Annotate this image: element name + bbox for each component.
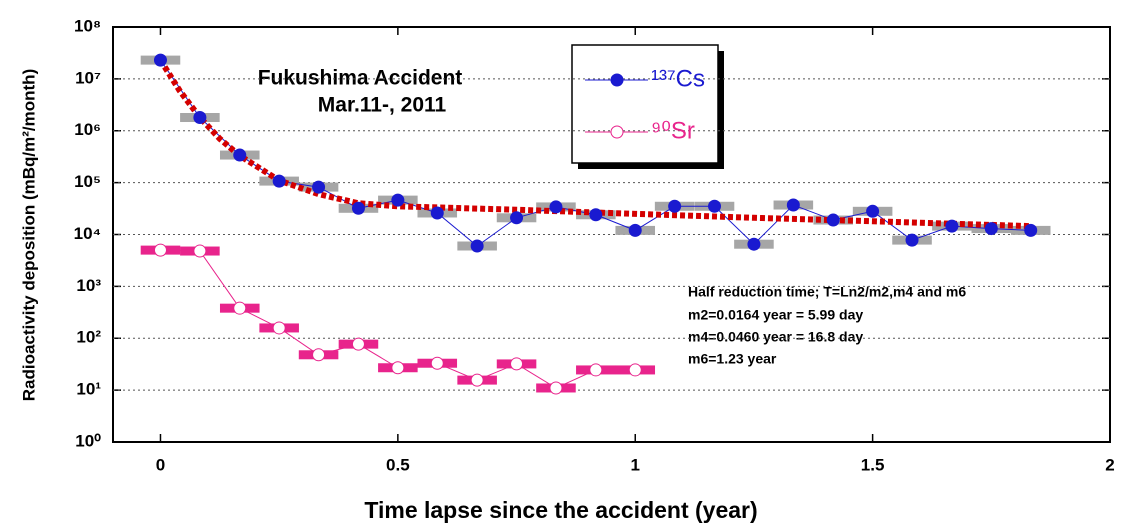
data-point <box>470 239 484 253</box>
data-point <box>510 211 524 225</box>
chart-title: Mar.11-, 2011 <box>318 94 447 117</box>
y-tick-label: 10⁴ <box>74 224 101 243</box>
x-tick-label: 0 <box>156 455 165 474</box>
annotation: m2=0.0164 year = 5.99 day <box>688 307 863 323</box>
data-point <box>549 200 563 214</box>
data-point <box>351 201 365 215</box>
y-tick-label: 10² <box>76 328 101 347</box>
data-point <box>391 193 405 207</box>
y-tick-label: 10⁰ <box>75 431 101 450</box>
data-point <box>193 244 207 258</box>
annotation: Half reduction time; T=Ln2/m2,m4 and m6 <box>688 284 966 300</box>
data-point <box>312 180 326 194</box>
data-point <box>470 373 484 387</box>
legend-marker <box>610 125 624 139</box>
data-point <box>351 337 365 351</box>
x-tick-label: 0.5 <box>386 455 410 474</box>
y-tick-label: 10³ <box>76 276 101 295</box>
data-point <box>708 199 722 213</box>
data-point <box>589 363 603 377</box>
legend-marker <box>610 73 624 87</box>
y-tick-label: 10⁷ <box>75 68 101 87</box>
data-point <box>628 223 642 237</box>
data-point <box>510 357 524 371</box>
chart-title: Fukushima Accident <box>258 67 463 90</box>
annotation: m6=1.23 year <box>688 351 777 367</box>
data-point <box>628 363 642 377</box>
data-point <box>668 199 682 213</box>
data-point <box>1024 223 1038 237</box>
y-axis-label: Radioactivity deposition (mBq/m²/month) <box>19 69 38 401</box>
data-point <box>747 237 761 251</box>
x-tick-label: 1.5 <box>861 455 885 474</box>
data-point <box>193 111 207 125</box>
y-tick-label: 10⁵ <box>74 172 101 191</box>
data-point <box>549 381 563 395</box>
data-point <box>153 53 167 67</box>
data-point <box>945 219 959 233</box>
y-tick-label: 10⁶ <box>74 120 101 139</box>
legend <box>571 44 719 164</box>
data-point <box>430 206 444 220</box>
data-point <box>866 204 880 218</box>
data-point <box>233 148 247 162</box>
data-point <box>272 174 286 188</box>
x-tick-label: 1 <box>631 455 640 474</box>
data-point <box>984 222 998 236</box>
y-tick-label: 10¹ <box>76 380 101 399</box>
data-point <box>589 208 603 222</box>
legend-label: ¹³⁷Cs <box>651 65 705 92</box>
data-point <box>391 361 405 375</box>
legend-label: ⁹⁰Sr <box>651 117 695 144</box>
data-point <box>312 348 326 362</box>
annotation: m4=0.0460 year = 16.8 day <box>688 329 863 345</box>
data-point <box>826 213 840 227</box>
y-tick-label: 10⁸ <box>74 16 101 35</box>
data-point <box>272 321 286 335</box>
x-tick-label: 2 <box>1105 455 1114 474</box>
data-point <box>786 198 800 212</box>
data-point <box>905 233 919 247</box>
data-point <box>233 301 247 315</box>
data-point <box>430 356 444 370</box>
data-point <box>153 243 167 257</box>
x-axis-label: Time lapse since the accident (year) <box>364 497 757 523</box>
